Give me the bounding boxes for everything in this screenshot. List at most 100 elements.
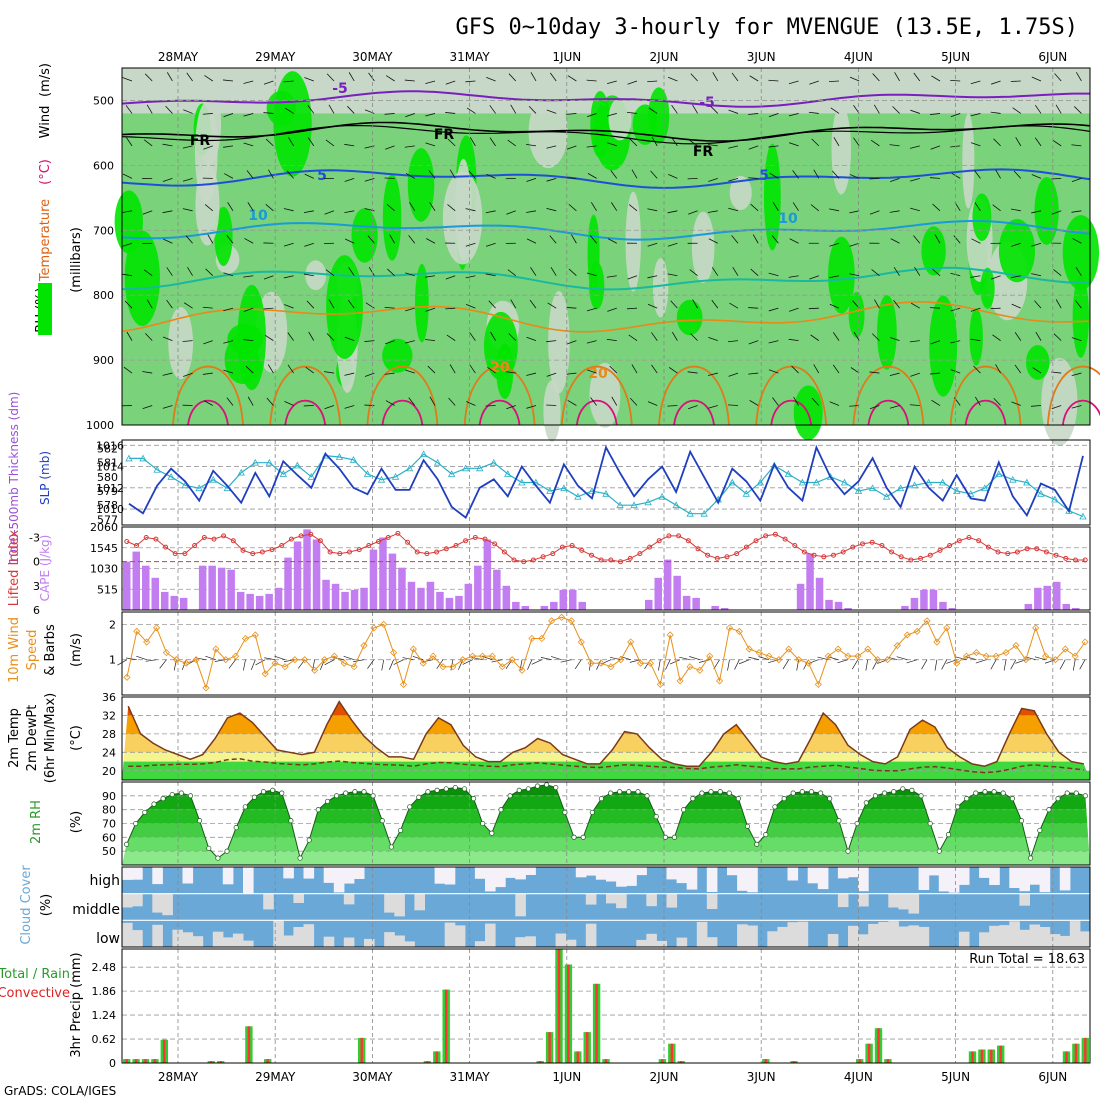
isotherm-label: 5 bbox=[759, 168, 769, 184]
thickness-point bbox=[756, 478, 764, 486]
wind-barb-10m bbox=[173, 659, 177, 671]
cloud-high-cell bbox=[495, 867, 506, 888]
li-point bbox=[559, 544, 565, 550]
wind-barb bbox=[182, 340, 193, 342]
cape-bar bbox=[1053, 581, 1061, 610]
rh-point bbox=[142, 809, 148, 815]
wind-barb bbox=[122, 77, 133, 82]
wind-barb bbox=[384, 372, 395, 375]
date-tick-bottom: 3JUN bbox=[747, 1070, 776, 1084]
cloud-high-cell bbox=[787, 867, 799, 881]
wind-barb bbox=[769, 172, 779, 179]
wind-barb bbox=[122, 173, 133, 179]
cloud-low-cell bbox=[525, 936, 536, 947]
wind-speed-point bbox=[597, 659, 605, 667]
y-tick: 700 bbox=[93, 224, 114, 237]
wind-barb-10m bbox=[955, 656, 967, 661]
wind-speed-point bbox=[735, 627, 743, 635]
thickness-point bbox=[1037, 489, 1045, 497]
wind-barb bbox=[468, 170, 476, 179]
wind-speed-point bbox=[745, 645, 753, 653]
cape-bar bbox=[825, 599, 833, 610]
rh-band bbox=[122, 823, 1090, 838]
wind-barb bbox=[386, 204, 395, 212]
li-point bbox=[521, 559, 527, 565]
wind-barb bbox=[224, 173, 234, 179]
precip-convective-bar bbox=[886, 1059, 890, 1063]
date-tick-top: 28MAY bbox=[158, 50, 199, 64]
cloud-low-cell bbox=[888, 921, 899, 947]
li-point bbox=[579, 547, 585, 553]
wind-barb bbox=[993, 397, 1001, 406]
li-line bbox=[126, 532, 1086, 563]
wind-barb bbox=[687, 371, 698, 374]
li-point bbox=[172, 551, 178, 557]
cloud-low-cell bbox=[122, 922, 133, 947]
wind-speed-point bbox=[617, 656, 625, 664]
rh-point bbox=[544, 782, 550, 788]
wind-barb-10m bbox=[195, 657, 207, 661]
cloud-low-cell bbox=[273, 920, 284, 947]
wind-barb bbox=[749, 75, 759, 82]
wind-barb bbox=[226, 397, 234, 406]
dewpoint-line bbox=[128, 758, 1084, 774]
wind-barb-10m bbox=[136, 655, 147, 661]
rh-point bbox=[945, 832, 952, 838]
wind-barb bbox=[449, 364, 456, 374]
wind-barb bbox=[667, 242, 678, 247]
date-tick-bottom: 1JUN bbox=[552, 1070, 581, 1084]
rh-point bbox=[608, 790, 614, 796]
rh-point bbox=[964, 796, 970, 802]
wind-barb bbox=[122, 242, 133, 247]
wind-barb bbox=[1074, 300, 1082, 309]
cape-bar bbox=[834, 601, 843, 610]
wind-barb bbox=[243, 275, 254, 278]
wind-barb bbox=[510, 299, 517, 309]
wind-barb bbox=[187, 266, 193, 276]
wind-barb bbox=[305, 366, 315, 374]
cloud-low-cell bbox=[192, 936, 204, 947]
date-tick-top: 3JUN bbox=[747, 50, 776, 64]
legend-total-rain: Total / Rain bbox=[0, 967, 70, 982]
wind-barb bbox=[670, 300, 678, 309]
wind-barb bbox=[833, 137, 840, 147]
li-point bbox=[463, 538, 469, 544]
ylabel-dewpoint: 2m DewPt bbox=[25, 705, 40, 772]
y-tick-wind: 1 bbox=[109, 654, 116, 667]
wind-barb bbox=[871, 333, 880, 341]
rh-patch bbox=[969, 308, 983, 366]
wind-barb bbox=[651, 332, 658, 341]
cape-bar bbox=[654, 577, 662, 610]
rh-patch bbox=[1072, 275, 1089, 358]
wind-speed-point bbox=[696, 666, 704, 674]
wind-barb bbox=[692, 299, 698, 309]
wind-barb bbox=[405, 307, 415, 312]
wind-barb bbox=[344, 210, 355, 214]
li-point bbox=[453, 543, 459, 548]
wind-barb bbox=[386, 268, 395, 277]
li-point bbox=[850, 544, 856, 550]
precip-convective-bar bbox=[586, 1032, 589, 1063]
cloud-low-cell bbox=[999, 925, 1010, 947]
cloud-high-cell bbox=[747, 867, 758, 893]
date-tick-bottom: 29MAY bbox=[255, 1070, 296, 1084]
wind-barb-10m bbox=[669, 659, 681, 665]
wind-barb bbox=[628, 204, 638, 212]
cloud-high-cell bbox=[1039, 867, 1051, 893]
wind-barb bbox=[385, 75, 395, 82]
li-point bbox=[1043, 549, 1049, 555]
cape-bar bbox=[142, 565, 150, 610]
isotherm-surface-20 bbox=[949, 365, 1022, 426]
rh-point bbox=[151, 801, 157, 807]
wind-barb-10m bbox=[872, 659, 878, 670]
rh-point bbox=[1073, 790, 1079, 796]
wind-barb bbox=[508, 73, 517, 82]
wind-barb-10m bbox=[481, 656, 493, 661]
wind-barb-10m bbox=[921, 659, 928, 670]
cloud-low-cell bbox=[585, 923, 597, 947]
wind-barb bbox=[752, 234, 759, 244]
rh-point bbox=[653, 814, 659, 820]
wind-barb bbox=[1032, 367, 1042, 374]
rh-point bbox=[251, 794, 257, 800]
wind-barb bbox=[813, 364, 820, 374]
